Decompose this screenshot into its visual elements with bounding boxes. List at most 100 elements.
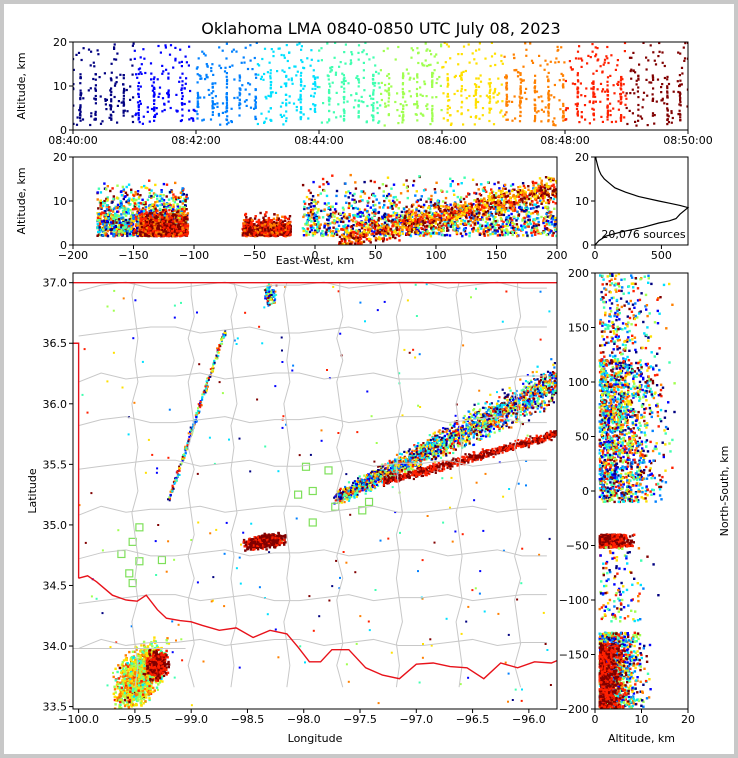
ew-point [372,208,375,212]
ew-point [158,199,161,203]
ew-point [138,233,142,236]
ew-point [136,211,139,215]
ew-point [130,188,133,191]
th-flash-point [488,100,492,103]
th-point [204,54,207,57]
ew-point [163,224,166,227]
th-flash-point [328,82,331,85]
th-flash-point [137,104,141,107]
th-point [436,78,439,81]
ew-point [178,214,182,217]
th-flash-point [153,119,156,122]
th-point [383,124,386,127]
ew-point [276,228,279,232]
ew-point [505,223,508,226]
ew-point [161,214,164,217]
th-point [661,51,664,54]
ew-point [171,209,174,213]
th-point [265,117,268,120]
th-point [189,89,192,93]
th-point [435,96,438,99]
ew-point [144,208,147,212]
th-flash-point [79,77,82,80]
th-point [448,106,451,109]
ew-point [267,229,270,233]
ew-point [528,221,532,224]
ew-point [276,234,280,237]
ew-point [259,228,262,232]
th-point [525,48,528,51]
th-flash-point [387,104,390,107]
th-point [478,117,481,120]
th-flash-point [474,106,477,109]
th-point [233,96,236,100]
th-flash-point [577,80,580,83]
ew-point [137,205,141,208]
th-point [500,54,503,57]
ew-point [97,233,101,236]
ew-point [282,231,286,235]
ew-point [104,232,107,235]
th-point [144,71,147,75]
ew-point [127,208,130,211]
ew-point [114,226,118,229]
th-point [680,66,684,69]
th-flash-point [211,82,214,85]
ew-point [141,207,145,210]
th-flash-point [343,76,346,79]
th-flash-point [342,80,345,83]
ew-point [241,234,244,237]
ew-point [174,213,177,217]
th-point [115,58,118,61]
th-point [281,69,284,72]
ew-point [171,219,175,223]
th-flash-point [519,85,522,88]
th-flash-point [547,120,550,123]
th-flash-point [519,90,522,94]
ew-point [99,226,103,229]
ew-point [549,197,552,200]
th-point [523,91,527,94]
ew-point [288,221,291,225]
th-flash-point [505,84,508,87]
ew-point [152,195,155,198]
th-point [344,79,347,82]
th-point [658,50,661,53]
ew-point [548,222,551,225]
ew-point [464,223,468,226]
th-flash-point [299,101,302,104]
th-flash-point [430,109,434,112]
th-flash-point [328,90,331,93]
ew-point [307,189,311,192]
th-point [588,122,591,125]
ew-point [243,229,246,232]
th-point [610,54,613,57]
ew-point [168,206,171,209]
th-point [316,85,319,89]
th-flash-point [606,76,610,79]
th-point [188,118,191,121]
ew-point [157,227,160,230]
th-point [349,62,352,66]
ew-point [267,218,270,221]
th-point [116,104,119,107]
th-point [99,122,103,125]
th-flash-point [225,118,229,122]
th-point [362,61,365,64]
ew-point [265,226,268,230]
th-flash-point [519,73,522,76]
th-flash-point [401,83,404,86]
th-point [266,71,269,74]
th-point [169,44,173,47]
ew-point [133,205,137,208]
ew-point [135,218,138,221]
ew-point [181,223,184,226]
ew-point [112,217,115,220]
th-point [105,98,108,101]
ew-point [149,227,152,231]
ew-point [110,232,113,235]
th-point [642,42,645,44]
th-flash-point [327,75,330,78]
th-point [290,77,293,80]
th-flash-point [606,105,609,108]
